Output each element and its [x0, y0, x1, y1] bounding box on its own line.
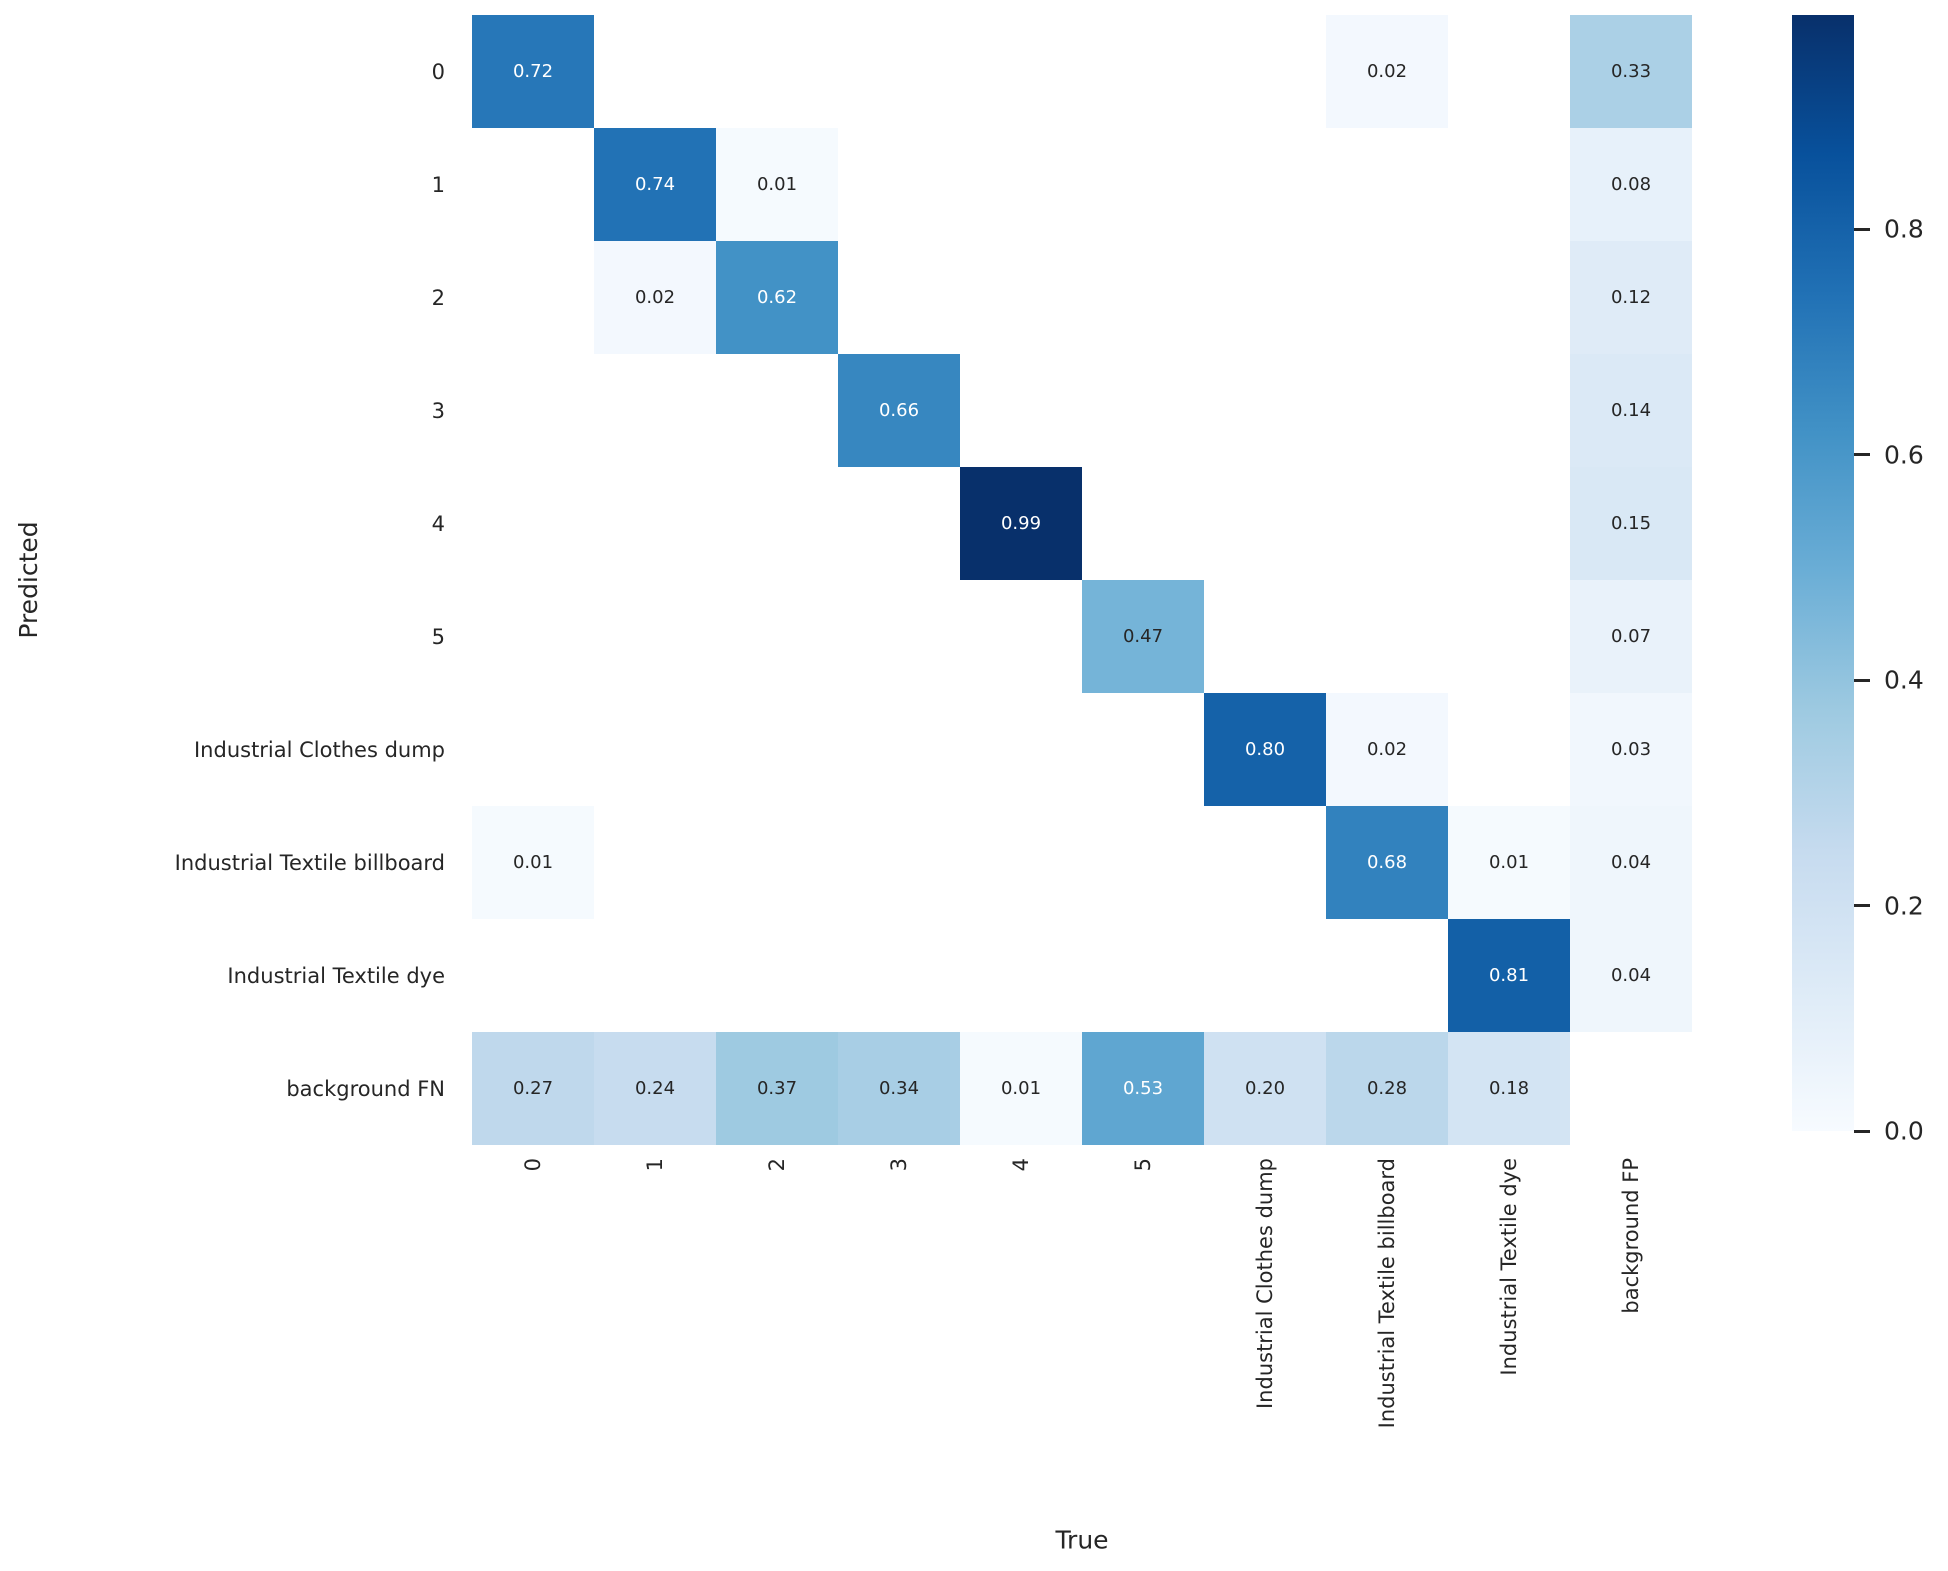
heatmap-cell: 0.07: [1570, 580, 1692, 693]
heatmap-cell: 0.02: [1326, 693, 1448, 806]
heatmap-cell: 0.62: [716, 241, 838, 354]
heatmap-cell: 0.37: [716, 1032, 838, 1145]
heatmap-cell: 0.80: [1204, 693, 1326, 806]
x-axis-title: True: [1055, 1525, 1109, 1555]
colorbar-tick-mark: [1854, 1129, 1870, 1133]
heatmap-cell: 0.34: [838, 1032, 960, 1145]
heatmap-grid: 0.72 0.02 0.33 0.74 0.01 0.08 0.02 0.62 0.12 0.66…: [472, 15, 1692, 1145]
y-axis-title: Predicted: [14, 521, 43, 639]
x-tick-label: 5: [1131, 1158, 1155, 1172]
x-tick-label: Industrial Textile billboard: [1375, 1158, 1399, 1429]
colorbar-tick-label: 0.2: [1884, 891, 1924, 921]
heatmap-cell: 0.01: [472, 806, 594, 919]
heatmap-cell: 0.03: [1570, 693, 1692, 806]
heatmap-cell: 0.12: [1570, 241, 1692, 354]
colorbar-tick-label: 0.0: [1884, 1116, 1924, 1146]
colorbar-tick-mark: [1854, 678, 1870, 682]
heatmap-cell: 0.53: [1082, 1032, 1204, 1145]
heatmap-cell: 0.02: [594, 241, 716, 354]
heatmap-cell: 0.18: [1448, 1032, 1570, 1145]
y-tick-label: 3: [431, 398, 445, 423]
y-tick-label: Industrial Textile billboard: [174, 850, 445, 875]
y-tick-label: 0: [431, 59, 445, 84]
heatmap-cell: 0.47: [1082, 580, 1204, 693]
heatmap-cell: 0.33: [1570, 15, 1692, 128]
y-tick-label: 5: [431, 624, 445, 649]
heatmap-cell: 0.66: [838, 354, 960, 467]
y-tick-label: 4: [431, 511, 445, 536]
heatmap-cell: 0.14: [1570, 354, 1692, 467]
heatmap-cell: 0.72: [472, 15, 594, 128]
heatmap-cell: 0.81: [1448, 919, 1570, 1032]
y-tick-label: Industrial Textile dye: [227, 963, 445, 988]
heatmap-cell: 0.99: [960, 467, 1082, 580]
x-tick-label: 3: [887, 1158, 911, 1172]
x-tick-label: 2: [765, 1158, 789, 1172]
heatmap-cell: 0.01: [1448, 806, 1570, 919]
x-tick-label: Industrial Textile dye: [1497, 1158, 1521, 1376]
heatmap-cell: 0.20: [1204, 1032, 1326, 1145]
y-tick-label: 2: [431, 285, 445, 310]
heatmap-cell: 0.04: [1570, 919, 1692, 1032]
colorbar-tick-label: 0.4: [1884, 665, 1924, 695]
heatmap-cell: 0.02: [1326, 15, 1448, 128]
colorbar-tick-mark: [1854, 904, 1870, 908]
heatmap-cell: 0.68: [1326, 806, 1448, 919]
x-tick-label: 4: [1009, 1158, 1033, 1172]
x-tick-label: Industrial Clothes dump: [1253, 1158, 1277, 1410]
y-tick-label: 1: [431, 172, 445, 197]
colorbar-gradient: [1792, 15, 1854, 1131]
x-tick-label: background FP: [1619, 1158, 1643, 1314]
colorbar-tick-label: 0.6: [1884, 440, 1924, 470]
heatmap-cell: 0.27: [472, 1032, 594, 1145]
y-tick-label: background FN: [286, 1076, 445, 1101]
heatmap-cell: 0.01: [716, 128, 838, 241]
heatmap-cell: 0.24: [594, 1032, 716, 1145]
colorbar-tick-mark: [1854, 227, 1870, 231]
x-tick-label: 1: [643, 1158, 667, 1172]
colorbar-tick-mark: [1854, 453, 1870, 457]
heatmap-cell: 0.04: [1570, 806, 1692, 919]
heatmap-cell: 0.28: [1326, 1032, 1448, 1145]
heatmap-cell: 0.74: [594, 128, 716, 241]
colorbar-tick-label: 0.8: [1884, 214, 1924, 244]
heatmap-cell: 0.15: [1570, 467, 1692, 580]
heatmap-cell: 0.08: [1570, 128, 1692, 241]
x-tick-label: 0: [521, 1158, 545, 1172]
heatmap-cell: 0.01: [960, 1032, 1082, 1145]
y-tick-label: Industrial Clothes dump: [193, 737, 445, 762]
